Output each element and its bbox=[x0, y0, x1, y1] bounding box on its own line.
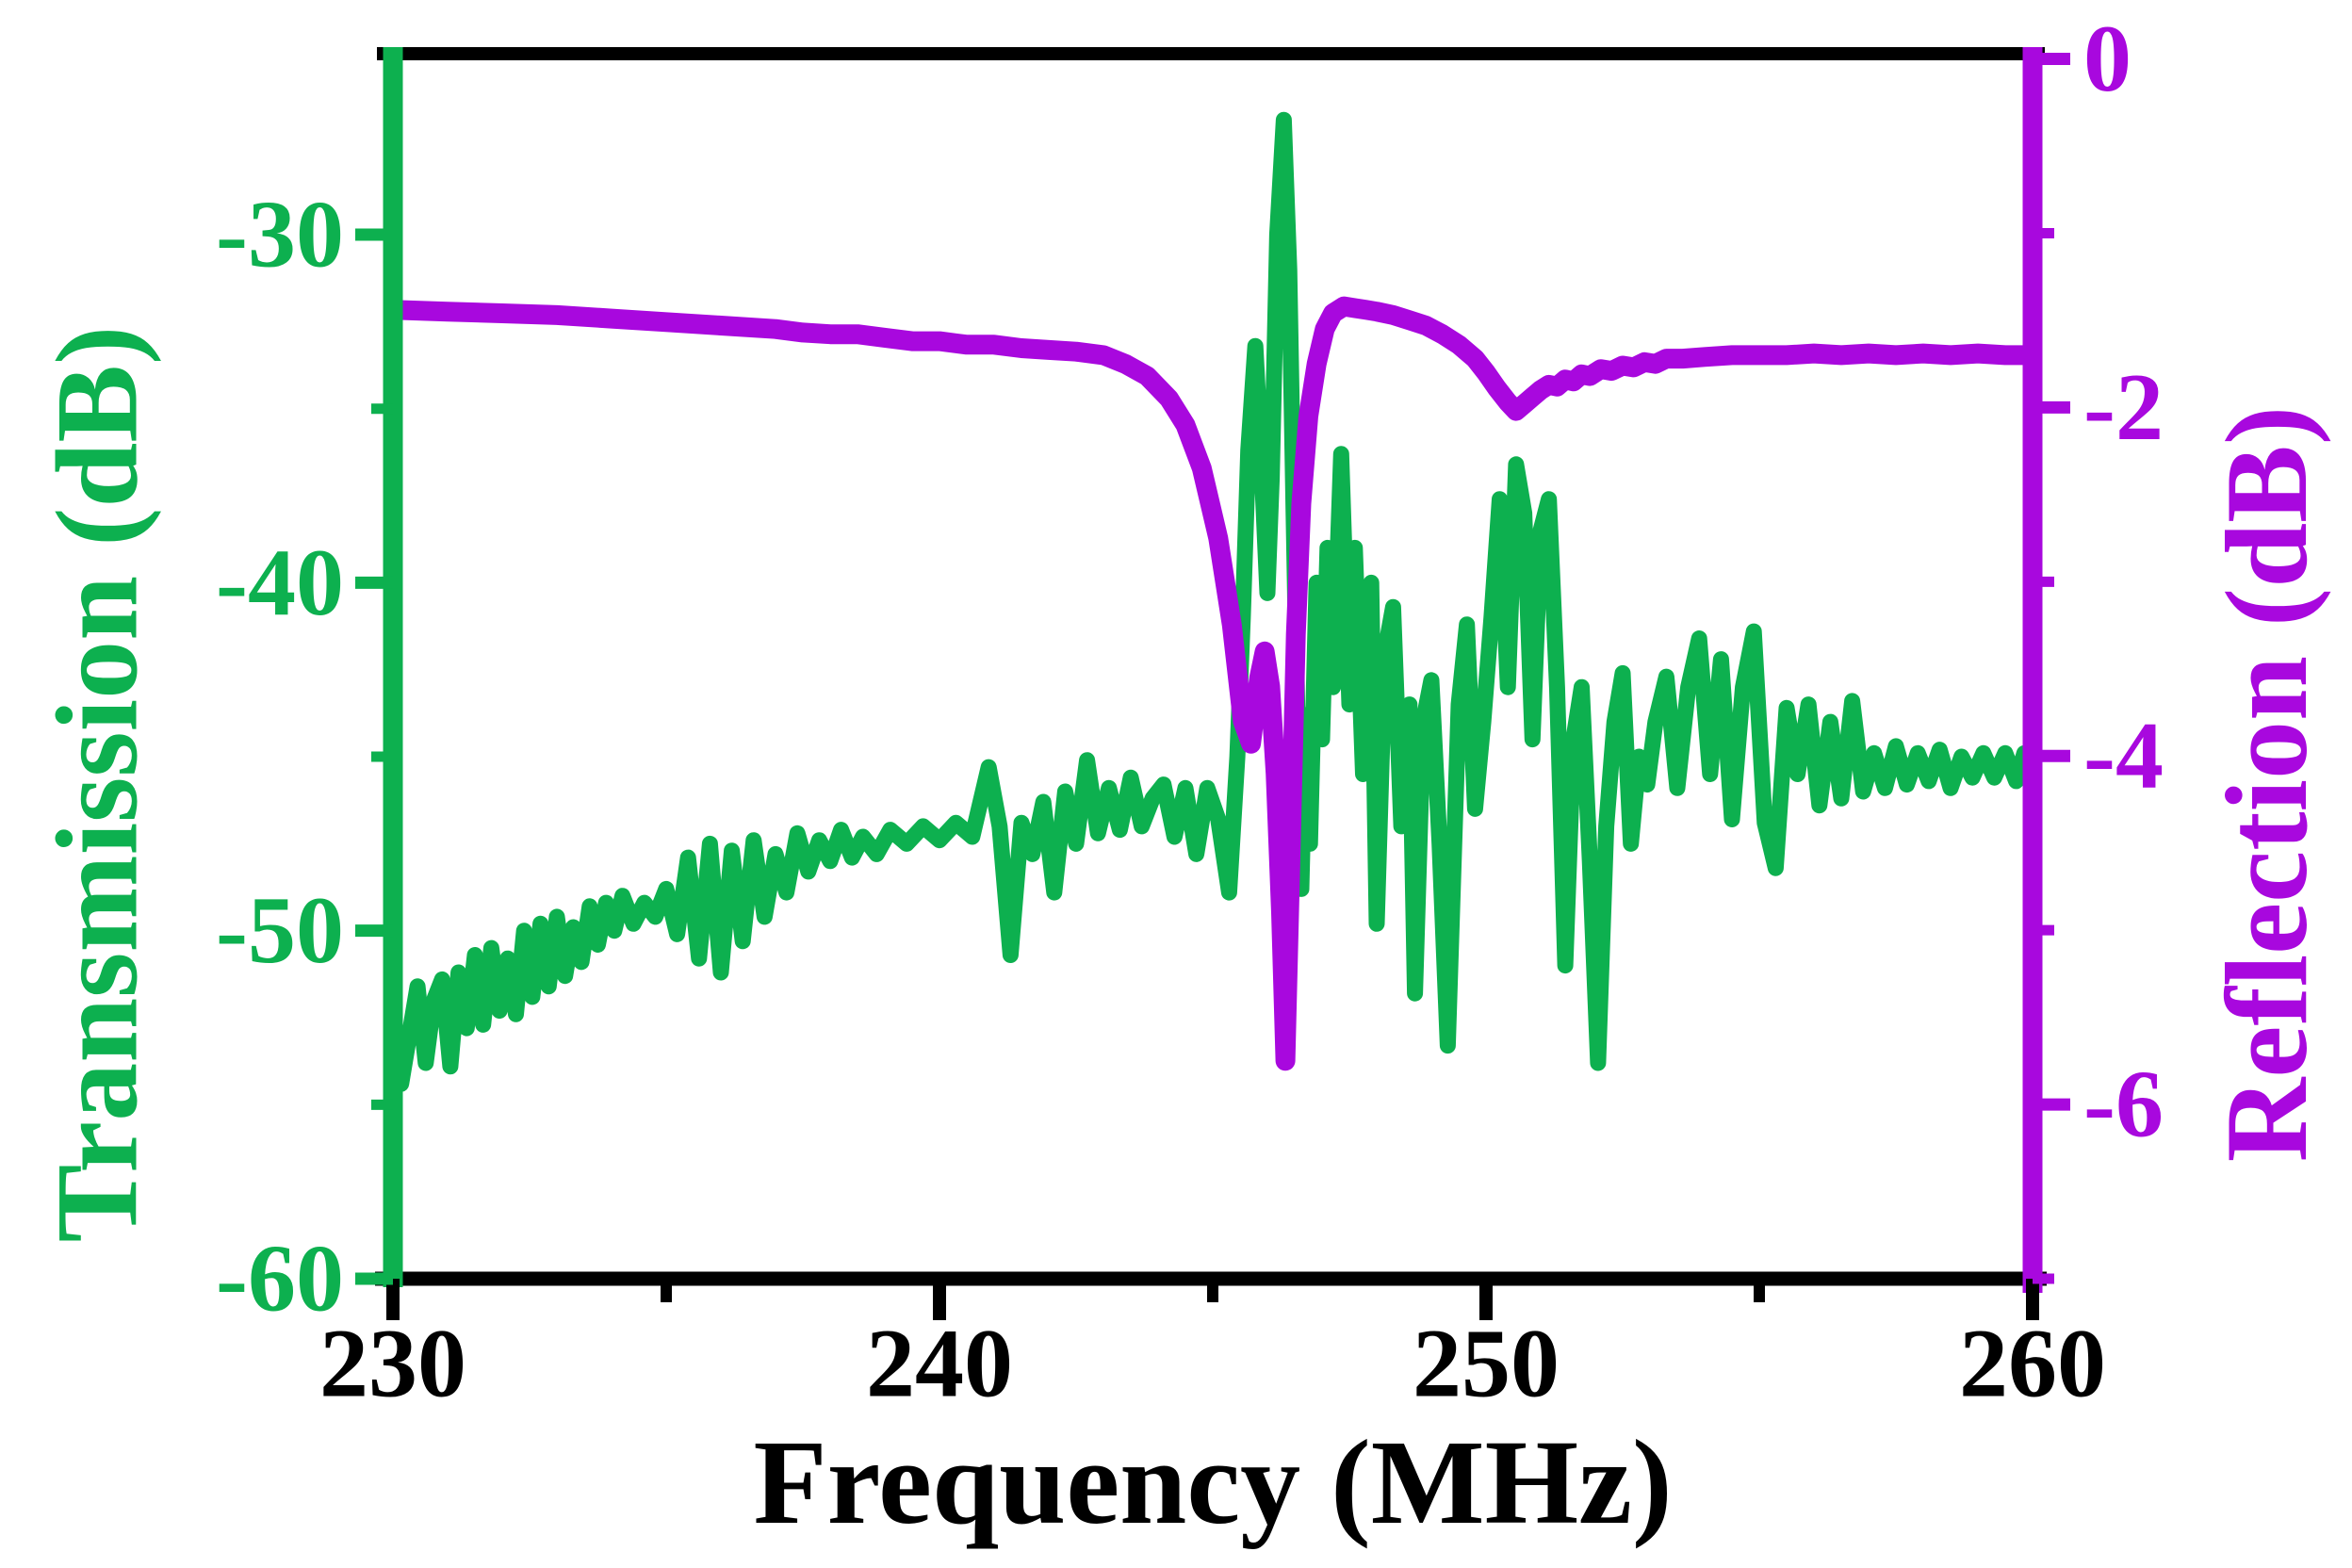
curves-layer bbox=[383, 111, 2043, 1092]
series-reflection bbox=[383, 296, 2043, 1071]
tick-labels: 230 240 250 260 -30 -40 -50 -60 0 -2 -4 -6 bbox=[216, 6, 2164, 1418]
y-axis-left-title-wrap: Transmission (dB) bbox=[17, 0, 177, 1568]
tick-label: 260 bbox=[1959, 1310, 2106, 1418]
tick-label: 250 bbox=[1413, 1310, 1560, 1418]
tick-label: 0 bbox=[2083, 6, 2132, 112]
y-axis-right-title-wrap: Reflection (dB) bbox=[2182, 0, 2352, 1568]
tick-label: -2 bbox=[2083, 354, 2164, 461]
x-axis-title: Frequency (MHz) bbox=[753, 1415, 1673, 1549]
tick-label: -50 bbox=[216, 877, 344, 984]
tick-label: 240 bbox=[866, 1310, 1013, 1418]
tick-label: 230 bbox=[319, 1310, 466, 1418]
tick-label: -40 bbox=[216, 530, 344, 636]
series-transmission bbox=[384, 111, 2041, 1092]
tick-label: -4 bbox=[2083, 703, 2164, 809]
y-axis-right-title: Reflection (dB) bbox=[2202, 405, 2331, 1163]
axes-spines bbox=[375, 47, 2047, 1293]
tick-label: -30 bbox=[216, 182, 344, 288]
y-axis-left-title: Transmission (dB) bbox=[32, 325, 161, 1243]
tick-label: -60 bbox=[216, 1226, 344, 1332]
tick-label: -6 bbox=[2083, 1052, 2164, 1158]
axes-ticks bbox=[355, 53, 2070, 1320]
